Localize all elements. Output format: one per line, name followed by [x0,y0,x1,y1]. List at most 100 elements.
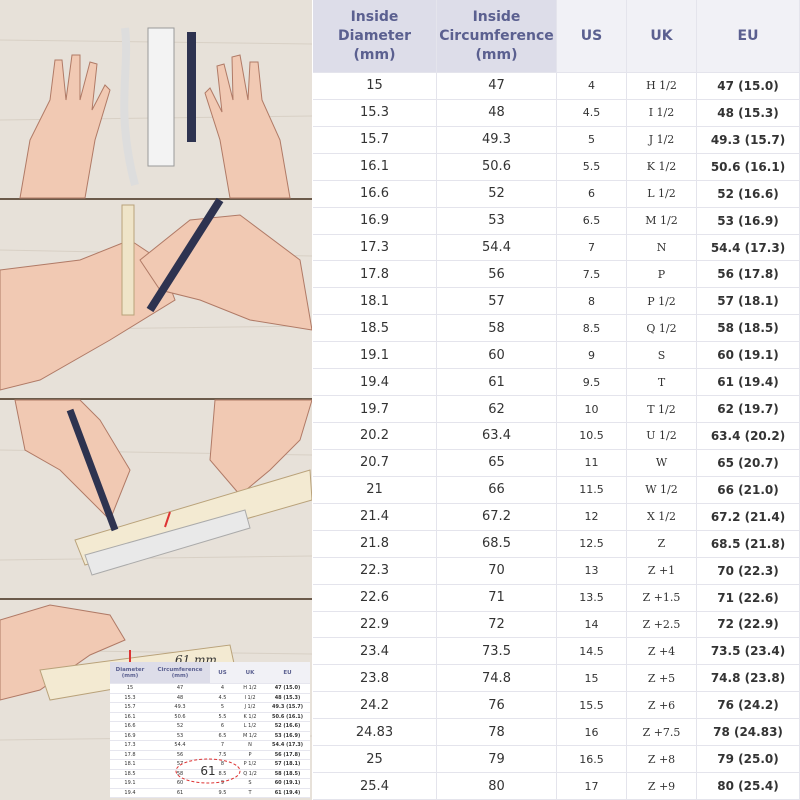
table-cell: T 1/2 [627,396,697,424]
mini-table-cell: 15 [110,684,150,694]
mini-table-cell: 56 [150,751,210,760]
table-cell: 6.5 [557,207,627,235]
table-cell: 73.5 [437,638,557,666]
table-cell: 8.5 [557,315,627,343]
table-cell: 24.2 [313,692,437,720]
mini-header-cell: US [210,662,235,684]
table-cell: 65 [437,449,557,477]
mini-table-cell: 9 [210,779,235,789]
table-cell: 67.2 (21.4) [697,503,800,531]
table-cell: 19.7 [313,396,437,424]
mini-table-cell: 52 (16.6) [265,722,310,732]
mini-table-cell: 54.4 (17.3) [265,741,310,751]
mini-table: Diameter (mm) Circumference (mm) US UK EU 15 4… [110,662,310,798]
table-cell: 16 [557,719,627,747]
table-cell: 73.5 (23.4) [697,638,800,666]
table-cell: 12.5 [557,530,627,558]
table-cell: X 1/2 [627,503,697,531]
mini-table-cell: 52 [150,722,210,732]
table-cell: U 1/2 [627,423,697,450]
table-cell: 11.5 [557,476,627,504]
table-cell: T [627,369,697,397]
table-cell: 48 (15.3) [697,99,800,127]
table-cell: 62 (19.7) [697,396,800,424]
table-cell: 10.5 [557,423,627,450]
table-cell: 17.3 [313,234,437,262]
mini-table-cell: 9.5 [210,789,235,798]
table-cell: L 1/2 [627,180,697,208]
table-cell: 5.5 [557,153,627,181]
mini-table-cell: 57 [150,760,210,770]
table-cell: W 1/2 [627,476,697,504]
table-cell: 60 (19.1) [697,342,800,370]
table-cell: Q 1/2 [627,315,697,343]
table-cell: 58 (18.5) [697,315,800,343]
table-cell: 70 (22.3) [697,557,800,585]
header-cell: US [557,0,627,73]
table-cell: 53 [437,207,557,235]
table-cell: 21 [313,476,437,504]
table-cell: 52 [437,180,557,208]
mini-header-cell: Diameter (mm) [110,662,150,684]
table-cell: 56 (17.8) [697,261,800,289]
mini-table-cell: 18.5 [110,770,150,779]
ruler [147,27,175,167]
table-cell: 16.9 [313,207,437,235]
paper-strip [121,204,135,316]
table-cell: 68.5 (21.8) [697,530,800,558]
mini-table-cell: 17.3 [110,741,150,751]
table-cell: 56 [437,261,557,289]
table-cell: 18.5 [313,315,437,343]
table-cell: 7.5 [557,261,627,289]
table-cell: 57 [437,288,557,316]
table-cell: H 1/2 [627,73,697,100]
mini-table-cell: 17.8 [110,751,150,760]
table-cell: 61 [437,369,557,397]
mini-table-cell: 7.5 [210,751,235,760]
table-cell: 78 [437,719,557,747]
table-cell: S [627,342,697,370]
table-cell: 21.4 [313,503,437,531]
mini-table-cell: 50.6 [150,713,210,722]
table-cell: 78 (24.83) [697,719,800,747]
table-cell: 50.6 (16.1) [697,153,800,181]
table-cell: 57 (18.1) [697,288,800,316]
mini-table-cell: 15.3 [110,694,150,703]
mini-table-cell: K 1/2 [235,713,265,722]
mini-table-cell: 15.7 [110,703,150,713]
mini-table-cell: 4.5 [210,694,235,703]
table-cell: 9.5 [557,369,627,397]
table-cell: 74.8 (23.8) [697,665,800,693]
ruler [84,509,251,576]
table-cell: Z +7.5 [627,719,697,747]
table-cell: 22.6 [313,584,437,612]
table-cell: 58 [437,315,557,343]
pen [146,197,224,313]
table-cell: 25.4 [313,773,437,800]
mini-table-cell: 16.6 [110,722,150,732]
table-cell: 6 [557,180,627,208]
table-cell: 16.1 [313,153,437,181]
table-cell: 79 (25.0) [697,746,800,774]
mini-table-cell: H 1/2 [235,684,265,694]
table-cell: 72 (22.9) [697,611,800,639]
table-cell: 52 (16.6) [697,180,800,208]
table-cell: 66 (21.0) [697,476,800,504]
mini-header-cell: Circumference (mm) [150,662,210,684]
table-cell: 66 [437,476,557,504]
table-cell: 19.4 [313,369,437,397]
table-cell: 24.83 [313,719,437,747]
mini-table-cell: 60 [150,779,210,789]
table-cell: 63.4 [437,423,557,450]
mini-table-cell: 6 [210,722,235,732]
table-cell: 17.8 [313,261,437,289]
mini-table-cell: 58 (18.5) [265,770,310,779]
mini-table-cell: 48 [150,694,210,703]
table-cell: 15.7 [313,126,437,154]
table-cell: 62 [437,396,557,424]
table-cell: 48 [437,99,557,127]
table-cell: 71 [437,584,557,612]
table-cell: Z [627,530,697,558]
mini-table-cell: 6.5 [210,732,235,741]
mini-table-cell: 16.1 [110,713,150,722]
